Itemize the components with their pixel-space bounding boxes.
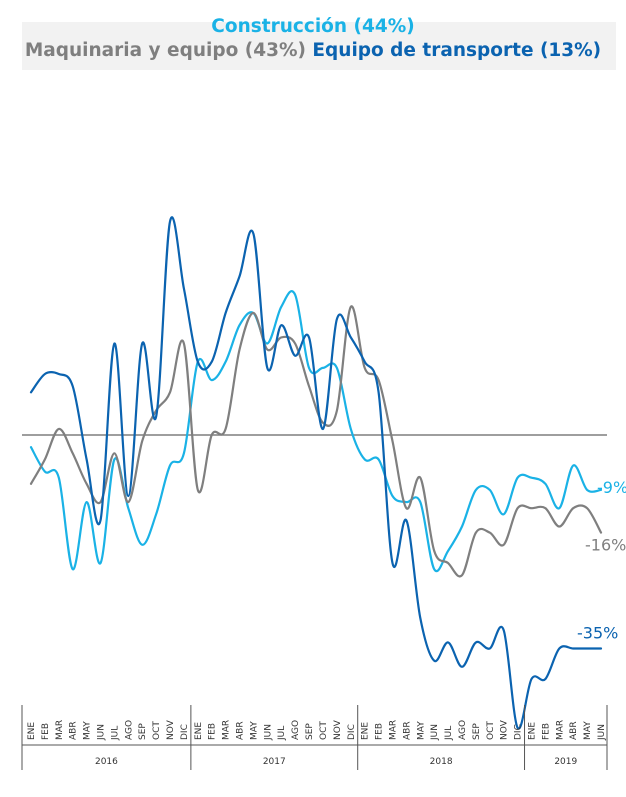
month-tick-label: NOV: [333, 719, 343, 740]
month-tick-label: MAY: [249, 721, 259, 740]
month-tick-label: AGO: [124, 720, 134, 740]
end-labels: -9% -16% -35%: [577, 478, 626, 643]
month-tick-label: SEP: [138, 723, 148, 740]
series-line-construccion: [29, 290, 603, 573]
month-tick-label: MAY: [83, 721, 93, 740]
month-tick-label: JUL: [277, 726, 287, 741]
legend-construccion: Construcción (44%): [211, 16, 415, 37]
legend-row-2: Maquinaria y equipo (43%) Equipo de tran…: [0, 40, 626, 61]
legend-maquinaria: Maquinaria y equipo (43%): [24, 40, 306, 61]
month-tick-label: JUN: [597, 724, 607, 741]
month-tick-label: FEB: [41, 723, 51, 740]
month-tick-label: ENE: [194, 722, 204, 740]
month-tick-label: MAY: [416, 721, 426, 740]
month-tick-label: MAY: [583, 721, 593, 740]
month-tick-label: DIC: [347, 724, 357, 740]
month-tick-label: NOV: [500, 719, 510, 740]
month-tick-label: JUN: [263, 724, 273, 741]
month-tick-label: MAR: [555, 720, 565, 740]
year-label: 2018: [430, 757, 453, 767]
month-tick-label: ENE: [27, 722, 37, 740]
month-tick-label: MAR: [222, 720, 232, 740]
x-axis: ENE FEB MAR ABR MAY JUN JUL AGO SEP OCT NOV DIC ENE F…: [21, 705, 608, 770]
month-tick-label: FEB: [208, 723, 218, 740]
month-tick-label: DIC: [514, 724, 524, 740]
end-label-construccion: -9%: [597, 478, 626, 497]
month-tick-label: ABR: [69, 721, 79, 740]
month-tick-label: AGO: [458, 720, 468, 740]
month-tick-label: JUL: [110, 726, 120, 741]
month-tick-label: JUL: [444, 726, 454, 741]
year-label: 2017: [263, 757, 286, 767]
legend-transporte: Equipo de transporte (13%): [312, 40, 602, 61]
end-label-maquinaria: -16%: [585, 536, 626, 555]
series-line-maquinaria: [29, 305, 603, 578]
month-tick-label: OCT: [152, 721, 162, 740]
month-tick-label: ABR: [402, 721, 412, 740]
month-tick-label: ENE: [527, 722, 537, 740]
legend-band: [22, 22, 616, 70]
year-label: 2016: [95, 757, 118, 767]
month-tick-label: MAR: [388, 720, 398, 740]
legend-row-1: Construcción (44%): [0, 16, 626, 37]
series-lines: [22, 216, 607, 730]
month-tick-label: SEP: [472, 723, 482, 740]
month-tick-label: FEB: [375, 723, 385, 740]
month-tick-label: AGO: [291, 720, 301, 740]
month-tick-label: OCT: [486, 721, 496, 740]
year-label: 2019: [554, 757, 577, 767]
month-tick-label: MAR: [55, 720, 65, 740]
month-tick-label: ABR: [236, 721, 246, 740]
month-tick-label: OCT: [319, 721, 329, 740]
month-tick-label: DIC: [180, 724, 190, 740]
month-tick-label: SEP: [305, 723, 315, 740]
month-tick-label: NOV: [166, 719, 176, 740]
month-tick-label: ENE: [361, 722, 371, 740]
month-tick-label: FEB: [541, 723, 551, 740]
month-tick-label: ABR: [569, 721, 579, 740]
series-line-transporte: [29, 216, 603, 730]
month-tick-label: JUN: [97, 724, 107, 741]
end-label-transporte: -35%: [577, 624, 618, 643]
month-tick-label: JUN: [430, 724, 440, 741]
